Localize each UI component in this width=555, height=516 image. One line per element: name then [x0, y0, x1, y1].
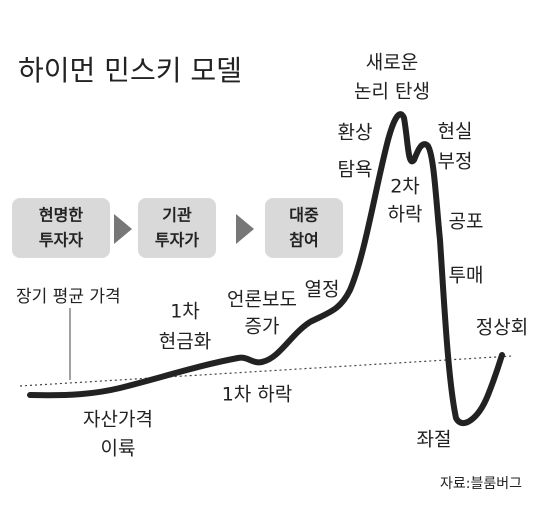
annotation: 하락 [388, 204, 423, 226]
stage-box [12, 198, 110, 258]
annotation: 현금화 [159, 331, 211, 353]
annotation: 투매 [449, 265, 484, 287]
annotation: 탐욕 [338, 159, 373, 181]
arrow [114, 214, 132, 244]
annotation: 열정 [305, 279, 340, 301]
annotation: 정상회 [476, 317, 528, 339]
average-label: 장기 평균 가격 [16, 287, 121, 307]
annotation: 증가 [245, 316, 280, 338]
arrow [236, 214, 254, 244]
stage-label: 기관 [162, 206, 192, 225]
annotation: 논리 탄생 [354, 81, 430, 103]
bubble-curve [27, 111, 505, 426]
stage-box [265, 198, 343, 258]
source: 자료:블룸버그 [440, 476, 522, 492]
annotation: 이륙 [101, 438, 136, 460]
annotation: 언론보도 [227, 289, 297, 311]
annotation: 1차 하락 [222, 384, 293, 406]
stage-label: 대중 [289, 206, 319, 225]
annotation: 현실 [438, 121, 473, 143]
stage-box [138, 198, 216, 258]
annotation: 공포 [449, 211, 484, 233]
title: 하이먼 민스키 모델 [18, 54, 242, 87]
stage-label: 참여 [289, 231, 318, 250]
annotation: 부정 [438, 151, 473, 173]
average-line [19, 355, 513, 387]
stage-label: 현명한 [39, 206, 83, 225]
annotation: 좌절 [417, 429, 452, 451]
annotation: 새로운 [366, 52, 418, 74]
stage-label: 투자자 [39, 231, 83, 250]
stage-label: 투자가 [155, 231, 199, 250]
annotation: 환상 [338, 122, 373, 144]
annotation: 2차 [390, 176, 420, 198]
annotation: 1차 [170, 301, 200, 323]
annotation: 자산가격 [83, 409, 153, 431]
